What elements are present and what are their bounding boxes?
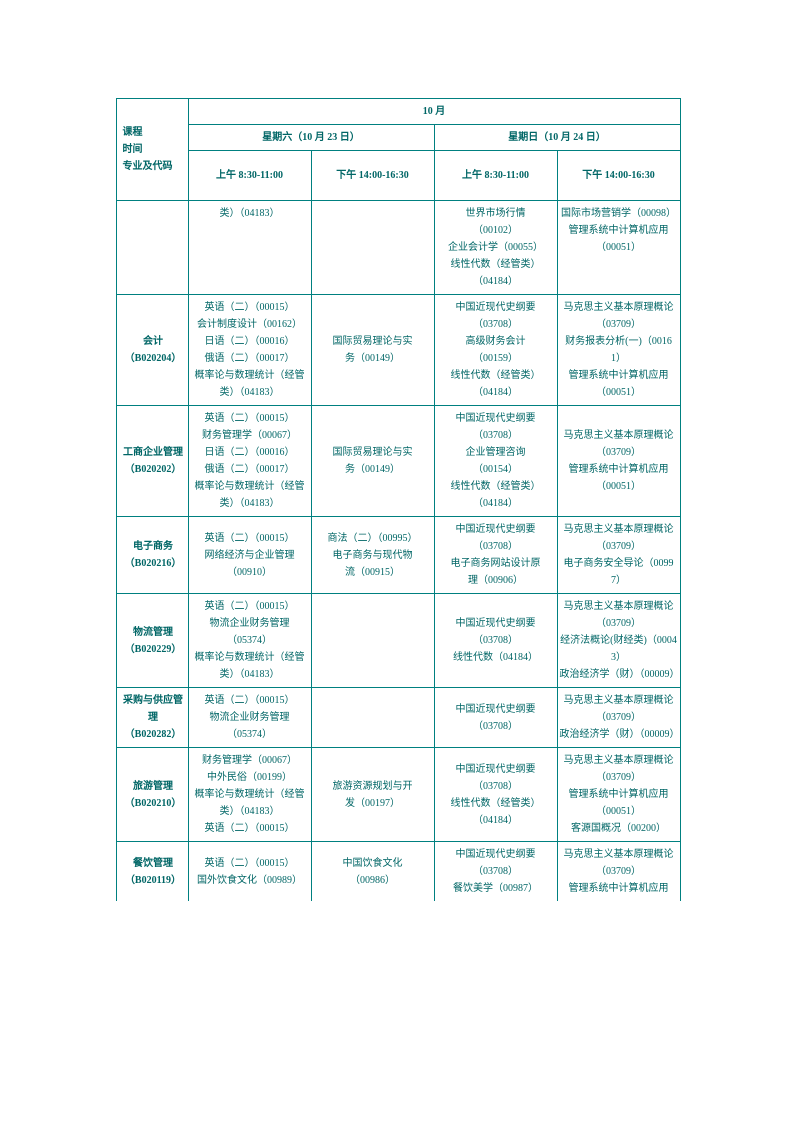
cell-sun-am: 中国近现代史纲要（03708）企业管理咨询（00154）线性代数（经管类）（04… xyxy=(434,406,557,517)
row-label: 采购与供应管理（B020282） xyxy=(116,688,188,748)
row-header-labels: 课程时间专业及代码 xyxy=(116,99,188,201)
cell-sat-pm: 国际贸易理论与实务（00149） xyxy=(311,295,434,406)
cell-sun-am: 中国近现代史纲要（03708）线性代数（04184） xyxy=(434,594,557,688)
cell-sat-pm xyxy=(311,201,434,295)
sat-am-header: 上午 8:30-11:00 xyxy=(188,151,311,201)
sat-pm-header: 下午 14:00-16:30 xyxy=(311,151,434,201)
cell-sun-am: 中国近现代史纲要（03708） xyxy=(434,688,557,748)
cell-sat-pm: 中国饮食文化（00986） xyxy=(311,842,434,902)
cell-sun-pm: 国际市场营销学（00098）管理系统中计算机应用（00051） xyxy=(557,201,680,295)
row-label: 会计（B020204） xyxy=(116,295,188,406)
cell-sat-am: 英语（二）（00015）会计制度设计（00162）日语（二）（00016）俄语（… xyxy=(188,295,311,406)
cell-sun-pm: 马克思主义基本原理概论（03709）管理系统中计算机应用（00051）客源国概况… xyxy=(557,748,680,842)
cell-sat-pm xyxy=(311,688,434,748)
cell-sun-am: 世界市场行情（00102）企业会计学（00055）线性代数（经管类）（04184… xyxy=(434,201,557,295)
row-label: 工商企业管理（B020202） xyxy=(116,406,188,517)
cell-sat-pm: 旅游资源规划与开发（00197） xyxy=(311,748,434,842)
sunday-header: 星期日（10 月 24 日） xyxy=(434,125,680,151)
saturday-header: 星期六（10 月 23 日） xyxy=(188,125,434,151)
row-label xyxy=(116,201,188,295)
cell-sun-am: 中国近现代史纲要（03708）线性代数（经管类）（04184） xyxy=(434,748,557,842)
cell-sat-pm: 国际贸易理论与实务（00149） xyxy=(311,406,434,517)
table-row: 电子商务（B020216）英语（二）（00015）网络经济与企业管理（00910… xyxy=(116,517,680,594)
table-row: 会计（B020204）英语（二）（00015）会计制度设计（00162）日语（二… xyxy=(116,295,680,406)
month-header: 10 月 xyxy=(188,99,680,125)
schedule-table: 课程时间专业及代码 10 月 星期六（10 月 23 日） 星期日（10 月 2… xyxy=(116,98,681,901)
cell-sun-pm: 马克思主义基本原理概论（03709）电子商务安全导论（00997） xyxy=(557,517,680,594)
row-label: 物流管理（B020229） xyxy=(116,594,188,688)
cell-sat-am: 英语（二）（00015）网络经济与企业管理（00910） xyxy=(188,517,311,594)
cell-sat-pm xyxy=(311,594,434,688)
cell-sat-am: 英语（二）（00015）财务管理学（00067）日语（二）（00016）俄语（二… xyxy=(188,406,311,517)
cell-sun-am: 中国近现代史纲要（03708）电子商务网站设计原理（00906） xyxy=(434,517,557,594)
table-row: 物流管理（B020229）英语（二）（00015）物流企业财务管理（05374）… xyxy=(116,594,680,688)
row-label: 电子商务（B020216） xyxy=(116,517,188,594)
cell-sat-am: 类）（04183） xyxy=(188,201,311,295)
sun-am-header: 上午 8:30-11:00 xyxy=(434,151,557,201)
cell-sun-am: 中国近现代史纲要（03708）餐饮美学（00987） xyxy=(434,842,557,902)
cell-sat-am: 财务管理学（00067）中外民俗（00199）概率论与数理统计（经管类）（041… xyxy=(188,748,311,842)
cell-sun-pm: 马克思主义基本原理概论（03709）财务报表分析(一)（00161）管理系统中计… xyxy=(557,295,680,406)
cell-sun-pm: 马克思主义基本原理概论（03709）管理系统中计算机应用 xyxy=(557,842,680,902)
sun-pm-header: 下午 14:00-16:30 xyxy=(557,151,680,201)
cell-sun-pm: 马克思主义基本原理概论（03709）政治经济学（财）（00009） xyxy=(557,688,680,748)
cell-sat-pm: 商法（二）（00995）电子商务与现代物流（00915） xyxy=(311,517,434,594)
row-label: 旅游管理（B020210） xyxy=(116,748,188,842)
table-row: 工商企业管理（B020202）英语（二）（00015）财务管理学（00067）日… xyxy=(116,406,680,517)
table-row: 类）（04183） 世界市场行情（00102）企业会计学（00055）线性代数（经… xyxy=(116,201,680,295)
cell-sat-am: 英语（二）（00015）物流企业财务管理（05374）概率论与数理统计（经管类）… xyxy=(188,594,311,688)
cell-sun-pm: 马克思主义基本原理概论（03709）经济法概论(财经类)（00043）政治经济学… xyxy=(557,594,680,688)
table-row: 餐饮管理（B020119）英语（二）（00015）国外饮食文化（00989）中国… xyxy=(116,842,680,902)
table-row: 旅游管理（B020210）财务管理学（00067）中外民俗（00199）概率论与… xyxy=(116,748,680,842)
cell-sat-am: 英语（二）（00015）国外饮食文化（00989） xyxy=(188,842,311,902)
cell-sat-am: 英语（二）（00015）物流企业财务管理（05374） xyxy=(188,688,311,748)
table-row: 采购与供应管理（B020282）英语（二）（00015）物流企业财务管理（053… xyxy=(116,688,680,748)
cell-sun-pm: 马克思主义基本原理概论（03709）管理系统中计算机应用（00051） xyxy=(557,406,680,517)
cell-sun-am: 中国近现代史纲要（03708）高级财务会计（00159）线性代数（经管类）（04… xyxy=(434,295,557,406)
row-label: 餐饮管理（B020119） xyxy=(116,842,188,902)
